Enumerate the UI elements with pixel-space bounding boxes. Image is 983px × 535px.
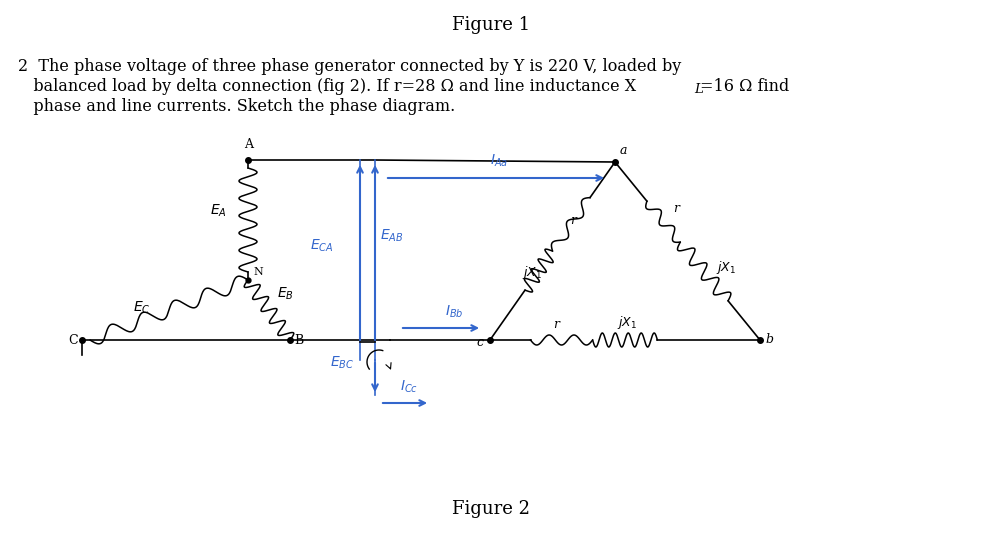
Text: $E_A$: $E_A$ bbox=[210, 203, 227, 219]
Text: $E_{CA}$: $E_{CA}$ bbox=[310, 238, 333, 255]
Text: b: b bbox=[765, 333, 773, 346]
Text: =16 Ω find: =16 Ω find bbox=[700, 78, 789, 95]
Text: r: r bbox=[673, 202, 679, 215]
Text: 2  The phase voltage of three phase generator connected by Y is 220 V, loaded by: 2 The phase voltage of three phase gener… bbox=[18, 58, 681, 75]
Text: Figure 1: Figure 1 bbox=[452, 16, 530, 34]
Text: A: A bbox=[244, 138, 253, 151]
Text: $I_{Cc}$: $I_{Cc}$ bbox=[400, 379, 418, 395]
Text: Figure 2: Figure 2 bbox=[452, 500, 530, 518]
Text: r: r bbox=[553, 318, 559, 331]
Text: $I_{Bb}$: $I_{Bb}$ bbox=[445, 304, 463, 320]
Text: $jX_1$: $jX_1$ bbox=[717, 259, 736, 277]
Text: C: C bbox=[68, 334, 78, 347]
Text: $E_B$: $E_B$ bbox=[277, 286, 294, 302]
Text: $E_{BC}$: $E_{BC}$ bbox=[330, 355, 354, 371]
Text: $I_{Aa}$: $I_{Aa}$ bbox=[490, 153, 508, 170]
Text: $jX_1$: $jX_1$ bbox=[523, 264, 543, 280]
Text: L: L bbox=[694, 83, 703, 96]
Text: $E_C$: $E_C$ bbox=[133, 300, 150, 316]
Text: phase and line currents. Sketch the phase diagram.: phase and line currents. Sketch the phas… bbox=[18, 98, 455, 115]
Text: N: N bbox=[253, 267, 262, 277]
Text: $E_{AB}$: $E_{AB}$ bbox=[380, 228, 403, 244]
Text: a: a bbox=[620, 144, 627, 157]
Text: $jX_1$: $jX_1$ bbox=[617, 314, 637, 331]
Text: c: c bbox=[476, 336, 483, 349]
Text: balanced load by delta connection (fig 2). If r=28 Ω and line inductance X: balanced load by delta connection (fig 2… bbox=[18, 78, 636, 95]
Text: r: r bbox=[570, 215, 576, 227]
Text: B: B bbox=[294, 334, 303, 347]
